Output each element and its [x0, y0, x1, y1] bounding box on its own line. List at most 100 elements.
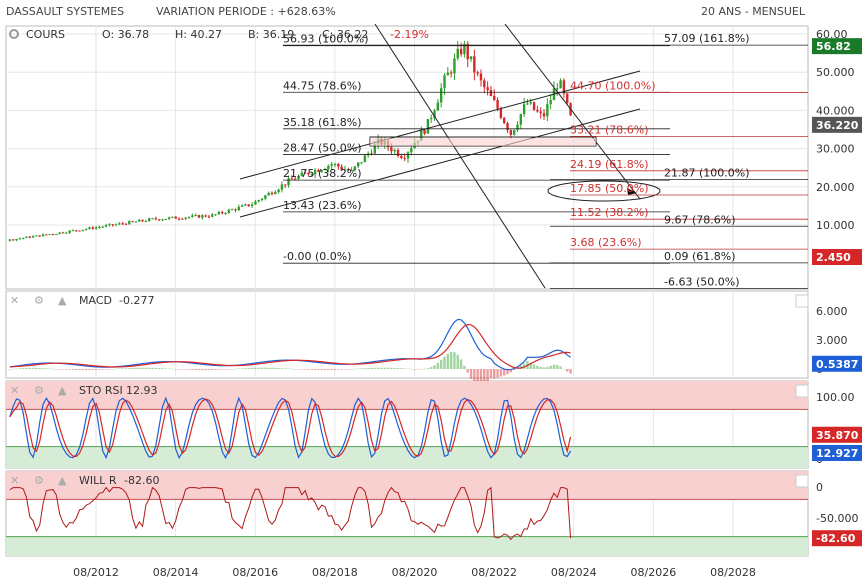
macd-histogram-bar [456, 354, 459, 369]
candle-body [61, 232, 65, 234]
candle-body [15, 238, 18, 241]
macd-histogram-bar [293, 369, 297, 370]
macd-histogram-bar [15, 368, 18, 370]
candle-body [108, 224, 111, 226]
x-tick-label: 08/2028 [710, 566, 756, 579]
candle-body [293, 178, 297, 180]
candle-body [88, 227, 91, 229]
candle-body [350, 169, 353, 171]
badge-sto-d [812, 426, 862, 443]
ohlc-open: O: 36.78 [102, 28, 149, 41]
macd-histogram-bar [78, 369, 81, 371]
badge-macd-text: 0.5387 [816, 358, 858, 371]
variation-text: VARIATION PERIODE : +628.63% [156, 5, 336, 18]
macd-histogram-bar [366, 367, 370, 369]
sto-panel-checkbox[interactable] [795, 384, 809, 398]
candle-body [526, 103, 529, 105]
macd-histogram-bar [157, 368, 161, 369]
candle-body [260, 198, 264, 201]
candle-body [280, 184, 284, 190]
candle-body [532, 102, 536, 110]
macd-histogram-bar [287, 368, 290, 370]
macd-histogram-bar [161, 368, 164, 369]
candle-body [48, 234, 51, 236]
cursor-arrow-icon [627, 188, 637, 195]
candle-body [390, 147, 393, 152]
badge-last-price-text: 36.220 [816, 119, 859, 132]
badge-macd [812, 355, 862, 372]
macd-histogram-bar [519, 365, 522, 369]
macd-histogram-bar [270, 367, 274, 369]
macd-histogram-bar [114, 368, 118, 370]
candle-body [31, 236, 35, 238]
macd-histogram-bar [353, 368, 357, 370]
willr-panel-checkbox[interactable] [795, 474, 809, 488]
candle-body [270, 192, 274, 195]
macd-histogram-bar [297, 369, 300, 370]
candle-body [393, 150, 396, 152]
candle-body [343, 169, 347, 171]
macd-histogram-bar [546, 366, 549, 369]
candle-body [562, 80, 566, 94]
macd-histogram-bar [128, 368, 131, 369]
x-tick-label: 08/2024 [551, 566, 597, 579]
badge-sto-d-text: 35.870 [816, 429, 859, 442]
macd-histogram-bar [284, 368, 287, 369]
candle-body [111, 224, 114, 226]
price-tick-label: 40.000 [816, 104, 855, 117]
candle-body [191, 215, 194, 217]
candle-body [157, 219, 161, 221]
macd-histogram-bar [88, 369, 91, 371]
macd-histogram-bar [260, 367, 264, 369]
candle-body [290, 178, 294, 180]
candle-body [211, 214, 214, 217]
instrument-title: DASSAULT SYSTEMES [6, 5, 125, 18]
macd-histogram-bar [174, 368, 177, 370]
candle-body [121, 223, 124, 225]
gear-icon[interactable] [9, 29, 19, 39]
macd-histogram-bar [486, 369, 489, 382]
candle-body [453, 58, 456, 74]
macd-histogram-bar [307, 369, 310, 370]
candle-body [546, 104, 549, 117]
macd-histogram-bar [207, 369, 211, 371]
candle-body [194, 215, 197, 217]
macd-panel-checkbox[interactable] [795, 294, 809, 308]
macd-histogram-bar [463, 365, 466, 369]
candle-body [51, 234, 55, 236]
candle-body [68, 230, 71, 233]
candle-body [264, 195, 267, 199]
fib-label-right: 9.67 (78.6%) [664, 213, 736, 226]
macd-signal-line [9, 323, 571, 369]
candle-body [184, 217, 187, 219]
macd-histogram-bar [330, 369, 333, 370]
macd-histogram-bar [559, 366, 562, 369]
macd-histogram-bar [466, 369, 469, 373]
sto-tick-label: 100.00 [816, 391, 855, 404]
candle-body [333, 163, 337, 165]
badge-last-high-text: 56.82 [816, 40, 851, 53]
macd-histogram-bar [21, 368, 25, 369]
macd-histogram-bar [121, 368, 124, 369]
macd-histogram-bar [323, 369, 327, 371]
macd-histogram-bar [360, 368, 363, 369]
willr-line [9, 486, 572, 541]
macd-histogram-bar [25, 367, 28, 369]
candle-body [320, 170, 323, 172]
macd-histogram-bar [459, 359, 463, 369]
macd-histogram-bar [55, 368, 58, 370]
macd-histogram-bar [512, 369, 516, 370]
macd-histogram-bar [191, 369, 194, 370]
price-box-fill [370, 138, 596, 146]
trend-line-lower [239, 108, 641, 218]
candle-body [41, 234, 45, 237]
candle-body [313, 170, 317, 175]
period-text[interactable]: 20 ANS - MENSUEL [701, 5, 805, 18]
macd-histogram-bar [11, 368, 15, 370]
willr-tick-label: 0 [816, 481, 823, 494]
candle-body [323, 169, 327, 171]
macd-histogram-bar [400, 368, 403, 369]
macd-histogram-bar [58, 369, 61, 370]
candle-body [473, 56, 476, 73]
willr-oversold-zone [6, 536, 808, 556]
